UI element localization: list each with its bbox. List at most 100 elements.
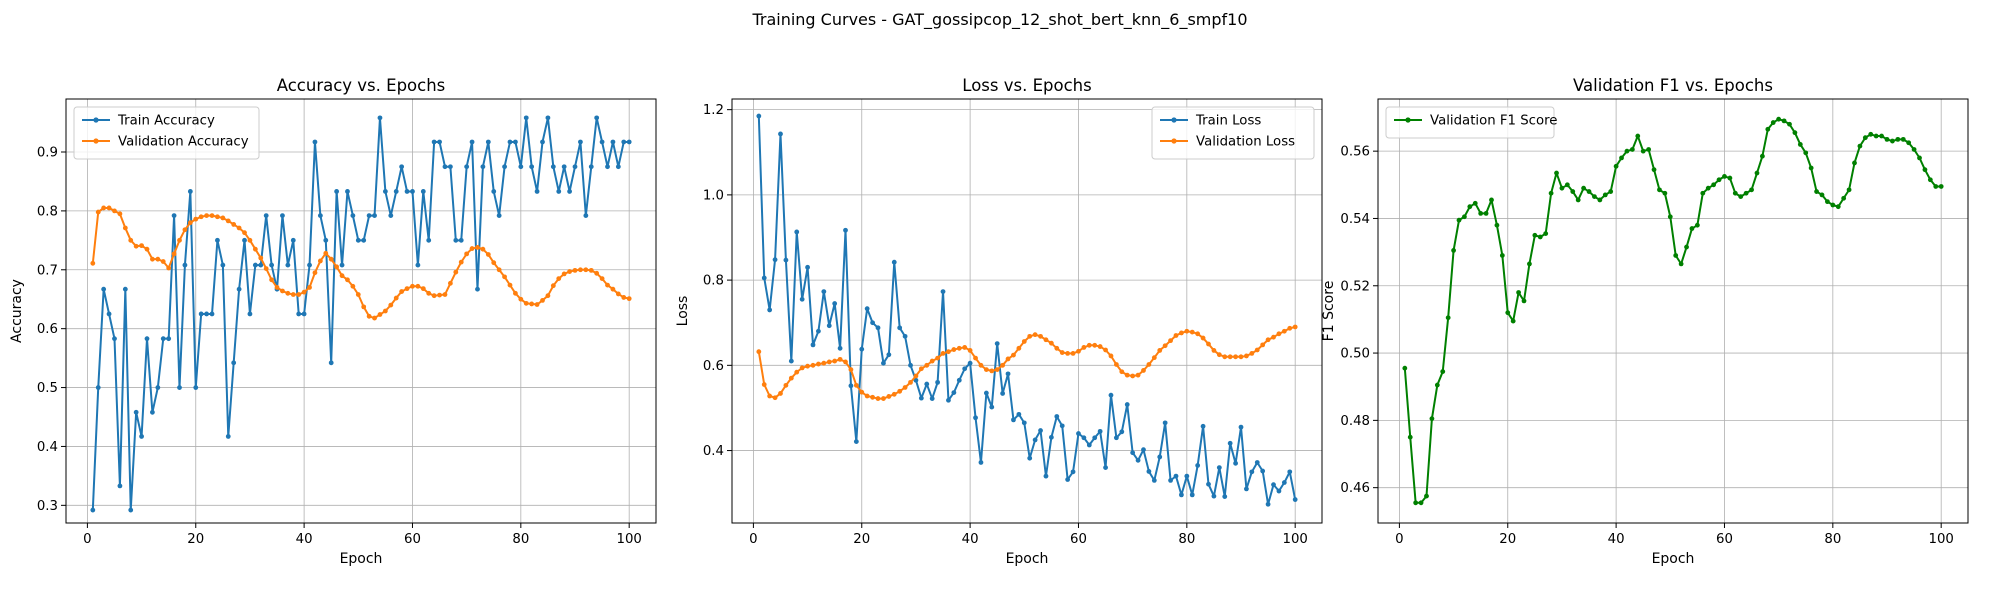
data-point — [1570, 189, 1576, 194]
data-point — [875, 325, 881, 331]
data-point — [908, 362, 913, 368]
data-point — [1271, 334, 1276, 340]
data-point — [967, 360, 973, 366]
data-point — [252, 246, 258, 252]
data-point — [274, 285, 280, 290]
data-point — [1249, 351, 1255, 356]
data-point — [187, 220, 193, 226]
data-point — [101, 286, 107, 292]
data-point — [859, 389, 865, 395]
data-point — [1667, 214, 1673, 220]
x-tick-label: 100 — [1928, 532, 1953, 547]
data-point — [973, 415, 978, 421]
data-point — [783, 257, 789, 263]
chart-panel-3: 0 20 40 60 80 100 0.46 0.48 0.50 0.52 0.54 0.56 Vali… — [1321, 76, 1969, 567]
data-point — [160, 259, 166, 264]
data-point — [437, 292, 442, 298]
data-point — [1895, 136, 1901, 142]
data-point — [610, 286, 616, 292]
data-point — [117, 483, 123, 489]
data-point — [610, 139, 616, 145]
x-tick-label: 80 — [512, 532, 529, 547]
data-point — [1086, 442, 1092, 448]
data-point — [594, 270, 600, 276]
data-point — [859, 346, 865, 352]
data-point — [1613, 163, 1619, 169]
data-point — [1216, 352, 1222, 358]
data-point — [1168, 477, 1173, 483]
data-point — [475, 286, 480, 292]
data-point — [1065, 477, 1071, 482]
data-point — [1689, 226, 1695, 231]
data-point — [1835, 204, 1841, 210]
data-point — [301, 311, 307, 317]
data-point — [1505, 310, 1511, 316]
data-point — [881, 396, 886, 401]
data-point — [1424, 493, 1429, 499]
data-point — [1021, 420, 1027, 426]
data-point — [296, 311, 302, 317]
data-point — [994, 367, 1000, 372]
data-point — [193, 385, 199, 390]
data-point — [204, 311, 209, 317]
data-point — [983, 367, 989, 372]
data-point — [269, 277, 275, 283]
y-axis-label: Loss — [675, 296, 691, 327]
data-point — [464, 251, 470, 257]
data-point — [1130, 450, 1136, 456]
data-point — [404, 189, 410, 194]
data-point — [940, 289, 946, 295]
data-point — [198, 311, 204, 317]
data-point — [258, 262, 264, 268]
data-point — [431, 293, 437, 299]
data-point — [290, 292, 296, 297]
data-point — [1673, 253, 1679, 258]
data-point — [783, 382, 789, 388]
data-point — [778, 131, 783, 137]
data-point — [1157, 454, 1163, 460]
data-point — [1124, 372, 1130, 378]
data-point — [962, 345, 968, 350]
y-tick-label: 0.8 — [703, 274, 724, 289]
data-point — [155, 385, 161, 390]
data-point — [615, 164, 621, 170]
legend-label: Train Accuracy — [117, 114, 215, 129]
y-tick-label: 0.3 — [37, 499, 58, 514]
data-point — [599, 139, 605, 145]
data-point — [864, 306, 870, 312]
data-point — [1803, 150, 1809, 156]
data-point — [204, 213, 209, 219]
data-point — [485, 139, 491, 145]
data-point — [150, 409, 155, 415]
data-point — [388, 213, 394, 219]
x-tick-label: 40 — [296, 532, 313, 547]
data-point — [393, 295, 399, 301]
data-point — [1640, 148, 1646, 154]
data-point — [1846, 187, 1852, 193]
data-point — [399, 289, 405, 294]
data-point — [323, 250, 329, 256]
data-point — [90, 260, 96, 266]
data-point — [621, 295, 627, 300]
data-point — [1249, 469, 1255, 475]
data-point — [1124, 402, 1130, 407]
data-point — [106, 205, 112, 211]
series-2 — [756, 324, 1298, 401]
data-point — [550, 164, 556, 170]
data-point — [296, 292, 302, 297]
y-tick-label: 0.4 — [703, 444, 724, 459]
data-point — [1135, 372, 1141, 378]
data-point — [393, 189, 399, 194]
data-point — [870, 320, 875, 326]
data-point — [983, 390, 989, 396]
data-point — [621, 139, 627, 145]
series-2 — [90, 205, 632, 321]
x-tick-label: 0 — [749, 532, 757, 547]
data-point — [442, 292, 448, 297]
data-point — [870, 394, 875, 400]
x-axis-label: Epoch — [340, 551, 383, 567]
data-point — [1770, 120, 1776, 125]
axes-frame — [731, 98, 1323, 524]
data-point — [1646, 147, 1652, 152]
data-point — [1141, 447, 1146, 453]
